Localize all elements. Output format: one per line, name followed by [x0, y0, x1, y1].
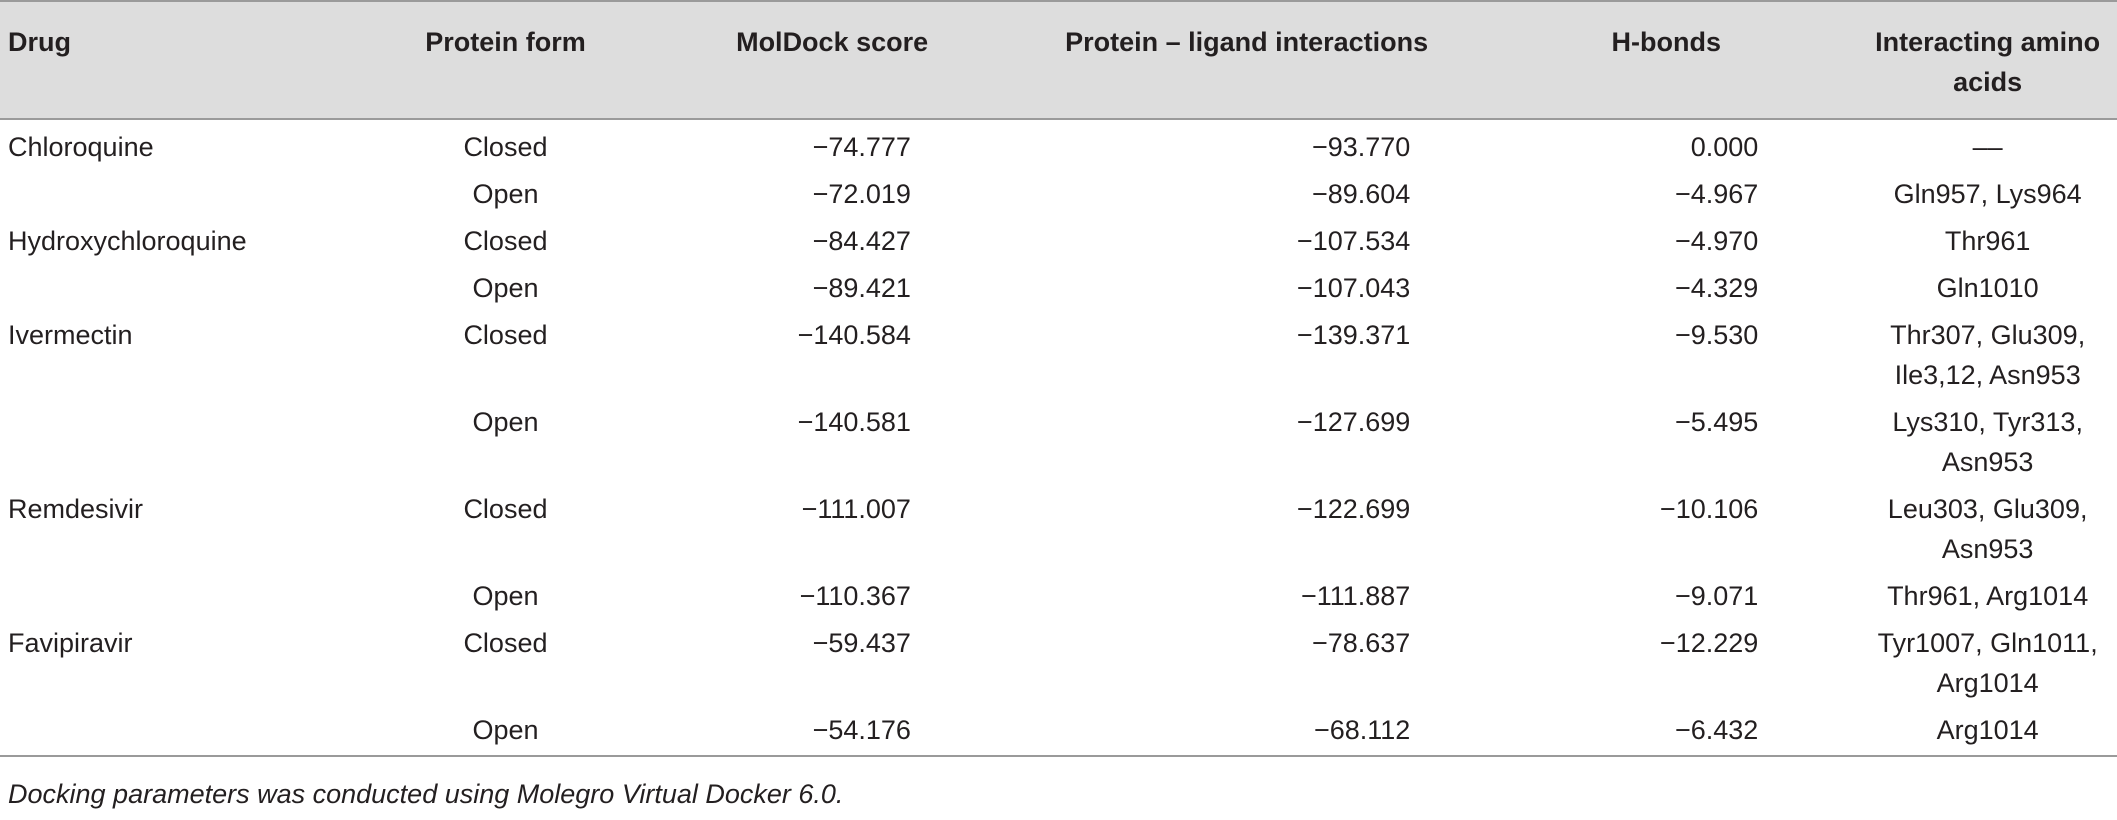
- cell-drug: [0, 167, 358, 214]
- cell-score: −54.176: [812, 715, 911, 745]
- cell-score: −72.019: [812, 179, 911, 209]
- cell-amino: Leu303, Glu309, Asn953: [1887, 494, 2088, 564]
- cell-interactions: −68.112: [1313, 715, 1411, 745]
- cell-score: −89.421: [812, 273, 911, 303]
- cell-amino: Gln957, Lys964: [1893, 179, 2082, 209]
- cell-score: −74.777: [812, 132, 911, 162]
- header-protein-form: Protein form: [425, 27, 586, 57]
- header-row: Drug Protein form MolDock score Protein …: [0, 1, 2117, 119]
- cell-form: Open: [472, 715, 539, 745]
- cell-form: Open: [472, 273, 539, 303]
- table-row: Ivermectin Closed −140.584 −139.371 −9.5…: [0, 308, 2117, 395]
- cell-drug: Chloroquine: [8, 132, 154, 162]
- table-row: Open −89.421 −107.043 −4.329 Gln1010: [0, 261, 2117, 308]
- cell-form: Closed: [463, 628, 548, 658]
- header-amino-acids: Interacting amino acids: [1875, 27, 2101, 97]
- cell-form: Closed: [463, 320, 548, 350]
- table-row: Hydroxychloroquine Closed −84.427 −107.5…: [0, 214, 2117, 261]
- docking-results-table: Drug Protein form MolDock score Protein …: [0, 1, 2117, 756]
- cell-interactions: −111.887: [1300, 581, 1411, 611]
- cell-score: −111.007: [801, 494, 911, 524]
- cell-form: Closed: [463, 132, 548, 162]
- cell-amino: Lys310, Tyr313, Asn953: [1892, 407, 2083, 477]
- cell-interactions: −93.770: [1311, 132, 1411, 162]
- cell-hbonds: −9.530: [1674, 320, 1759, 350]
- table-header: Drug Protein form MolDock score Protein …: [0, 1, 2117, 119]
- cell-interactions: −122.699: [1296, 494, 1411, 524]
- cell-form: Open: [472, 581, 539, 611]
- cell-score: −110.367: [799, 581, 911, 611]
- table-row: Remdesivir Closed −111.007 −122.699 −10.…: [0, 482, 2117, 569]
- table-row: Open −72.019 −89.604 −4.967 Gln957, Lys9…: [0, 167, 2117, 214]
- cell-hbonds: −4.329: [1674, 273, 1759, 303]
- cell-amino: Arg1014: [1936, 715, 2039, 745]
- cell-form: Open: [472, 179, 539, 209]
- cell-score: −140.581: [797, 407, 911, 437]
- table-row: Open −140.581 −127.699 −5.495 Lys310, Ty…: [0, 395, 2117, 482]
- header-moldock-score: MolDock score: [736, 27, 929, 57]
- cell-interactions: −107.043: [1296, 273, 1411, 303]
- cell-hbonds: 0.000: [1690, 132, 1759, 162]
- cell-hbonds: −5.495: [1674, 407, 1759, 437]
- cell-score: −140.584: [797, 320, 911, 350]
- cell-amino: Thr961: [1944, 226, 2031, 256]
- table-row: Chloroquine Closed −74.777 −93.770 0.000…: [0, 119, 2117, 167]
- cell-drug: [0, 395, 358, 482]
- cell-hbonds: −4.967: [1674, 179, 1759, 209]
- cell-drug: Remdesivir: [8, 494, 144, 524]
- cell-form: Open: [472, 407, 539, 437]
- cell-amino: Gln1010: [1936, 273, 2039, 303]
- cell-interactions: −127.699: [1296, 407, 1411, 437]
- table-row: Open −54.176 −68.112 −6.432 Arg1014: [0, 703, 2117, 756]
- cell-amino: Thr961, Arg1014: [1887, 581, 2089, 611]
- cell-amino: ––: [1972, 132, 2003, 162]
- cell-drug: [0, 703, 358, 756]
- table-footnote: Docking parameters was conducted using M…: [8, 779, 844, 809]
- cell-interactions: −89.604: [1311, 179, 1411, 209]
- cell-drug: [0, 261, 358, 308]
- cell-hbonds: −4.970: [1674, 226, 1759, 256]
- table-body: Chloroquine Closed −74.777 −93.770 0.000…: [0, 119, 2117, 756]
- cell-amino: Thr307, Glu309, Ile3,12, Asn953: [1890, 320, 2086, 390]
- cell-drug: [0, 569, 358, 616]
- cell-hbonds: −10.106: [1659, 494, 1759, 524]
- cell-amino: Tyr1007, Gln1011, Arg1014: [1877, 628, 2098, 698]
- cell-hbonds: −12.229: [1659, 628, 1759, 658]
- cell-drug: Favipiravir: [8, 628, 133, 658]
- cell-interactions: −139.371: [1296, 320, 1411, 350]
- cell-form: Closed: [463, 494, 548, 524]
- cell-hbonds: −9.071: [1674, 581, 1759, 611]
- cell-interactions: −107.534: [1296, 226, 1411, 256]
- header-hbonds: H-bonds: [1611, 27, 1722, 57]
- cell-score: −59.437: [812, 628, 911, 658]
- cell-score: −84.427: [812, 226, 911, 256]
- cell-drug: Ivermectin: [8, 320, 133, 350]
- cell-interactions: −78.637: [1311, 628, 1411, 658]
- cell-hbonds: −6.432: [1674, 715, 1759, 745]
- table-row: Favipiravir Closed −59.437 −78.637 −12.2…: [0, 616, 2117, 703]
- header-interactions: Protein – ligand interactions: [1065, 27, 1429, 57]
- cell-form: Closed: [463, 226, 548, 256]
- header-drug: Drug: [8, 27, 71, 57]
- table-row: Open −110.367 −111.887 −9.071 Thr961, Ar…: [0, 569, 2117, 616]
- cell-drug: Hydroxychloroquine: [8, 226, 247, 256]
